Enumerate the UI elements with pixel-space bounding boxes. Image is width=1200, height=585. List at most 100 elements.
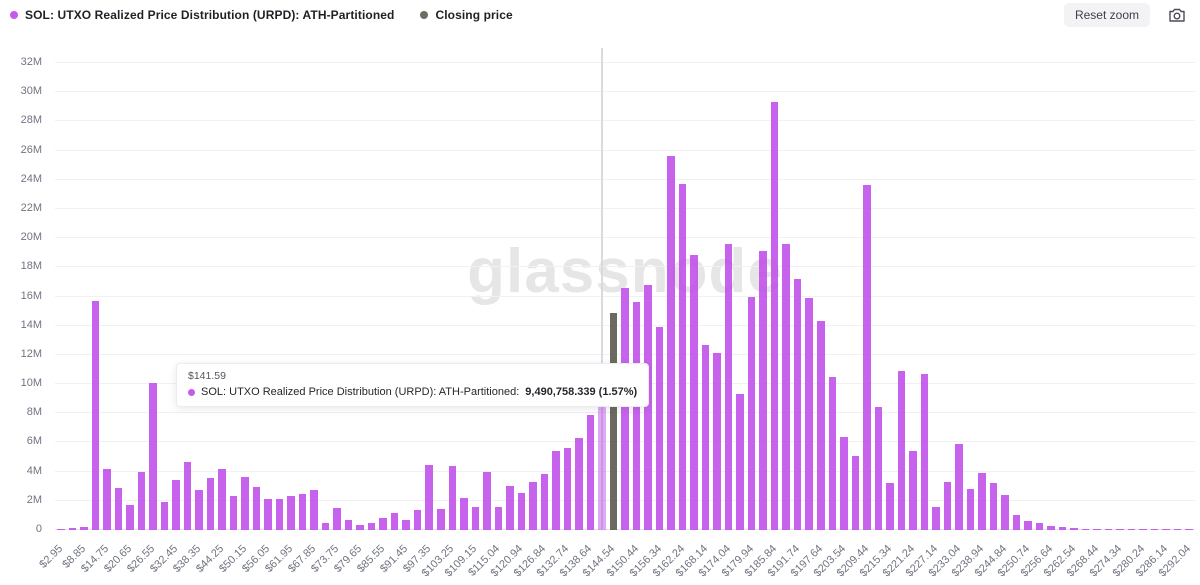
- bar-$26.55[interactable]: [149, 383, 157, 530]
- bar-$38.35[interactable]: [195, 489, 203, 530]
- bar-$203.55[interactable]: [840, 436, 848, 530]
- bar-$64.90[interactable]: [298, 493, 307, 530]
- bar-$182.90[interactable]: [759, 251, 767, 530]
- bar-$112.10[interactable]: [483, 471, 491, 530]
- bar-$14.75[interactable]: [103, 468, 111, 530]
- bar-$129.80[interactable]: [552, 451, 560, 530]
- bar-$253.70[interactable]: [1035, 523, 1044, 530]
- bar-$11.80[interactable]: [91, 300, 100, 530]
- bar-$165.20[interactable]: [690, 254, 698, 530]
- bar-$191.75[interactable]: [793, 279, 802, 530]
- legend-item-closing-price[interactable]: Closing price: [420, 8, 513, 22]
- bar-$82.60[interactable]: [367, 522, 376, 530]
- bar-$23.60[interactable]: [137, 472, 146, 530]
- reset-zoom-button[interactable]: Reset zoom: [1063, 3, 1150, 27]
- bar-$17.70[interactable]: [114, 487, 123, 530]
- bar-$262.55[interactable]: [1070, 528, 1078, 530]
- bar-$91.45[interactable]: [402, 519, 410, 530]
- bar-$61.95[interactable]: [287, 495, 295, 530]
- bar-$97.35[interactable]: [425, 465, 433, 530]
- bar-$47.20[interactable]: [229, 496, 238, 530]
- bar-$141.60[interactable]: [598, 391, 606, 530]
- bar-$79.65[interactable]: [356, 524, 364, 530]
- bar-$76.70[interactable]: [344, 519, 353, 530]
- bar-$200.60[interactable]: [828, 376, 836, 530]
- bar-$215.35[interactable]: [886, 483, 894, 530]
- bar-$185.85[interactable]: [770, 102, 779, 530]
- bar-$53.10[interactable]: [252, 486, 261, 530]
- bar-$259.60[interactable]: [1058, 527, 1067, 530]
- bar-$56.05[interactable]: [264, 499, 272, 530]
- bar-$212.40[interactable]: [874, 407, 883, 530]
- bar-$41.30[interactable]: [206, 478, 215, 530]
- bar-$244.85[interactable]: [1001, 494, 1009, 530]
- bar-$179.95[interactable]: [747, 296, 756, 530]
- bar-$159.30[interactable]: [667, 155, 675, 530]
- bar-$70.80[interactable]: [321, 522, 330, 530]
- bar-$188.80[interactable]: [782, 243, 790, 530]
- bar-$150.45[interactable]: [632, 302, 641, 530]
- bar-$120.95[interactable]: [517, 492, 526, 530]
- bar-$29.50[interactable]: [160, 502, 169, 530]
- bar-$168.15[interactable]: [701, 344, 710, 530]
- bar-$174.05[interactable]: [724, 243, 733, 530]
- bar-$256.65[interactable]: [1047, 526, 1055, 530]
- bar-$106.20[interactable]: [460, 497, 468, 530]
- bar-$35.40[interactable]: [183, 462, 192, 530]
- bar-$233.05[interactable]: [955, 443, 963, 530]
- bar-$118.00[interactable]: [506, 486, 514, 530]
- bar-$5.90[interactable]: [68, 527, 76, 530]
- legend-item-urpd[interactable]: SOL: UTXO Realized Price Distribution (U…: [10, 8, 394, 22]
- bar-$20.65[interactable]: [126, 505, 134, 530]
- bar-$236.00[interactable]: [966, 489, 975, 530]
- bar-$126.85[interactable]: [540, 473, 549, 530]
- bar-$283.20[interactable]: [1150, 529, 1159, 530]
- bar-$8.85[interactable]: [80, 527, 88, 530]
- bar-$206.50[interactable]: [851, 456, 860, 530]
- bar-$241.90[interactable]: [989, 483, 998, 530]
- bar-$250.75[interactable]: [1024, 521, 1032, 530]
- bar-$44.25[interactable]: [218, 468, 226, 530]
- bar-$100.30[interactable]: [437, 508, 445, 530]
- bar-$238.95[interactable]: [978, 473, 986, 530]
- bar-$221.25[interactable]: [909, 451, 917, 530]
- bar-$85.55[interactable]: [379, 517, 387, 530]
- bar-$147.50[interactable]: [621, 287, 629, 530]
- bar-$227.15[interactable]: [932, 506, 940, 530]
- bar-$115.05[interactable]: [494, 506, 503, 530]
- bar-$292.05[interactable]: [1185, 529, 1193, 530]
- bar-$194.70[interactable]: [805, 297, 813, 530]
- bar-$289.10[interactable]: [1173, 529, 1182, 530]
- bar-$109.15[interactable]: [471, 507, 480, 530]
- bar-$103.25[interactable]: [448, 465, 456, 530]
- bar-$271.40[interactable]: [1104, 528, 1113, 530]
- bar-$224.20[interactable]: [920, 373, 929, 530]
- bar-$59.00[interactable]: [275, 499, 284, 530]
- bar-$162.25[interactable]: [678, 184, 687, 530]
- bar-$274.35[interactable]: [1116, 529, 1124, 530]
- bar-$32.45[interactable]: [172, 480, 180, 530]
- bar-$156.35[interactable]: [655, 327, 664, 530]
- bar-$67.85[interactable]: [310, 489, 318, 530]
- screenshot-button[interactable]: [1166, 7, 1188, 23]
- bar-$123.90[interactable]: [529, 481, 537, 530]
- bar-$247.80[interactable]: [1012, 514, 1021, 530]
- bar-$265.50[interactable]: [1081, 528, 1090, 530]
- bar-$230.10[interactable]: [943, 481, 952, 530]
- bar-$132.75[interactable]: [563, 447, 572, 530]
- bar-$144.55[interactable]: [609, 312, 618, 530]
- bar-$2.95[interactable]: [57, 529, 65, 530]
- bar-$277.30[interactable]: [1127, 529, 1136, 530]
- bar-$50.15[interactable]: [241, 477, 249, 530]
- bar-$88.50[interactable]: [390, 513, 399, 530]
- bar-$73.75[interactable]: [333, 508, 341, 530]
- bar-$177.00[interactable]: [736, 394, 744, 530]
- bar-$153.40[interactable]: [644, 284, 652, 530]
- bar-$286.15[interactable]: [1162, 529, 1170, 530]
- bar-$135.70[interactable]: [575, 438, 583, 530]
- bar-$94.40[interactable]: [413, 510, 422, 530]
- bar-$268.45[interactable]: [1093, 528, 1101, 530]
- bar-$138.65[interactable]: [586, 414, 595, 530]
- bar-$280.25[interactable]: [1139, 529, 1147, 530]
- bar-$197.65[interactable]: [817, 321, 825, 530]
